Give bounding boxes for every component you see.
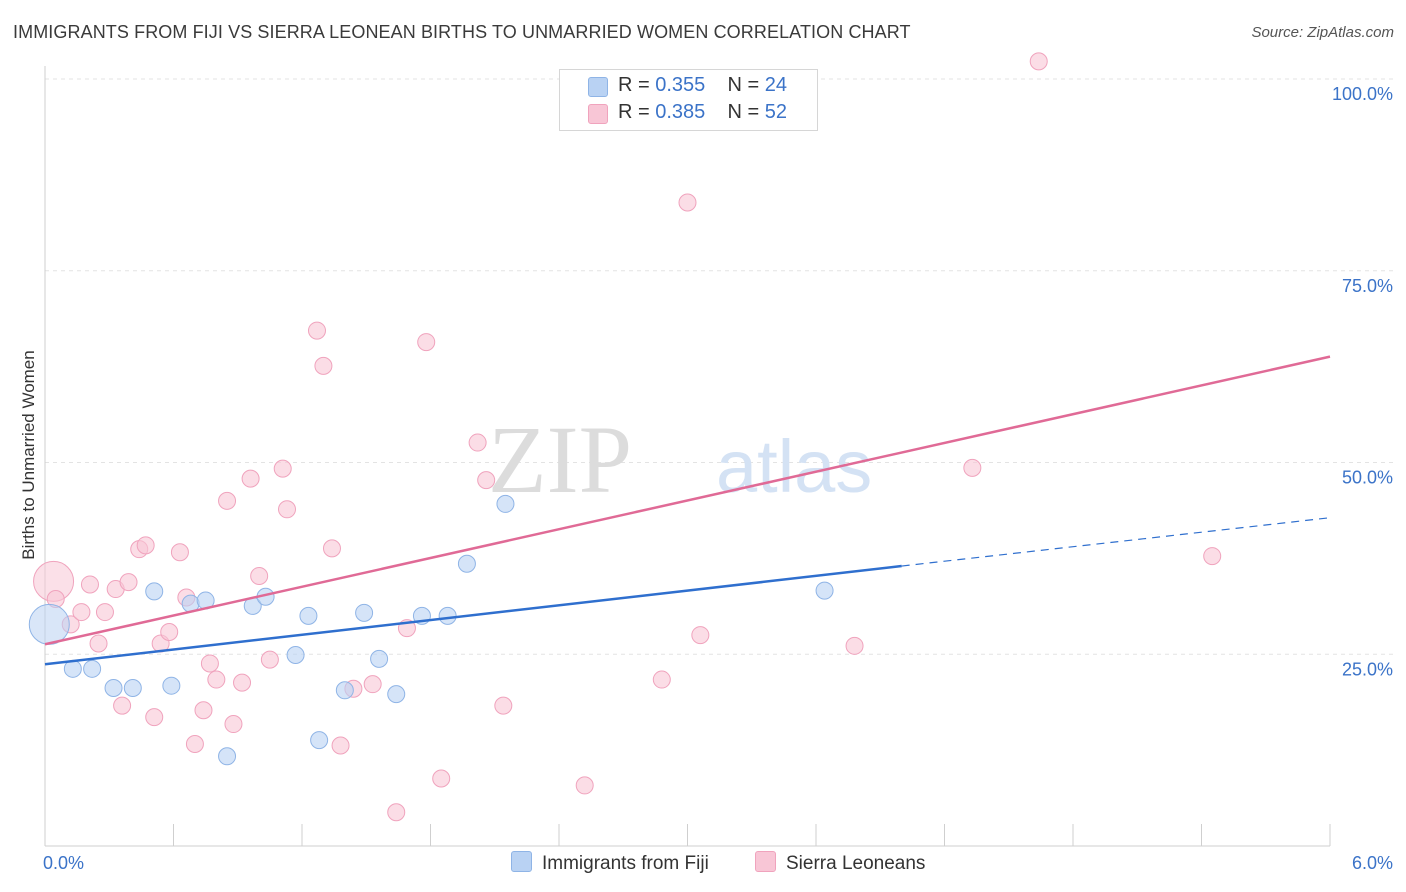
- legend-row-fiji: R = 0.355 N = 24: [560, 74, 817, 100]
- sierra-point-34: [363, 675, 382, 694]
- sierra-swatch: [588, 104, 608, 124]
- sierra-point-37: [417, 333, 436, 352]
- sierra-point-44: [678, 193, 697, 212]
- fiji-point-12: [286, 646, 305, 665]
- y-tick-label-1: 50.0%: [1342, 468, 1393, 488]
- sierra-point-31: [322, 539, 341, 558]
- sierra-leoneans-points: [33, 52, 1222, 822]
- sierra-point-8: [113, 696, 132, 715]
- sierra-point-41: [494, 696, 513, 715]
- correlation-legend: R = 0.355 N = 24 R = 0.385 N = 52: [559, 69, 818, 131]
- sierra-point-46: [691, 626, 710, 645]
- axes: [44, 66, 1331, 847]
- sierra-point-17: [185, 734, 204, 753]
- series-legend-fiji-label: Immigrants from Fiji: [542, 853, 709, 874]
- legend-sierra-text: R = 0.385 N = 52: [618, 101, 788, 123]
- y-tick-label-0: 25.0%: [1342, 659, 1393, 679]
- y-tick-label-3: 100.0%: [1332, 84, 1393, 104]
- fiji-point-21: [457, 554, 476, 573]
- tick-labels: 25.0% 50.0% 75.0% 100.0% 0.0% 6.0%: [43, 84, 1393, 873]
- sierra-point-42: [575, 776, 594, 795]
- legend-row-sierra: R = 0.385 N = 52: [560, 101, 817, 127]
- sierra-point-9: [119, 573, 138, 592]
- fiji-trend-line: [44, 564, 902, 666]
- y-tick-label-2: 75.0%: [1342, 276, 1393, 296]
- fiji-point-20: [438, 606, 457, 625]
- sierra-point-35: [387, 803, 406, 822]
- sierra-point-26: [260, 650, 279, 669]
- fiji-point-23: [815, 581, 834, 600]
- grid-lines: [45, 78, 1393, 655]
- sierra-point-29: [307, 321, 326, 340]
- trend-lines: [44, 355, 1331, 666]
- fiji-points: [28, 494, 834, 766]
- sierra-point-23: [233, 673, 252, 692]
- fiji-point-4: [123, 678, 142, 697]
- watermark-zip: ZIP: [488, 406, 632, 513]
- sierra-point-3: [72, 603, 91, 622]
- sierra-point-4: [80, 575, 99, 594]
- sierra-point-5: [89, 634, 108, 653]
- sierra-point-48: [963, 458, 982, 477]
- fiji-point-0: [28, 603, 70, 645]
- fiji-point-15: [335, 681, 354, 700]
- sierra-point-39: [468, 433, 487, 452]
- sierra-point-21: [218, 491, 237, 510]
- fiji-point-18: [387, 685, 406, 704]
- x-tick-label-0: 0.0%: [43, 853, 84, 873]
- sierra-point-25: [250, 567, 269, 586]
- fiji-point-5: [145, 582, 164, 601]
- series-legend-sierra-label: Sierra Leoneans: [786, 853, 926, 874]
- sierra-trend-line: [44, 355, 1331, 646]
- sierra-point-22: [224, 715, 243, 734]
- sierra-point-15: [170, 543, 189, 562]
- fiji-point-6: [162, 676, 181, 695]
- sierra-point-27: [273, 459, 292, 478]
- sierra-point-38: [432, 769, 451, 788]
- sierra-point-40: [477, 471, 496, 490]
- series-legend-sierra: Sierra Leoneans: [755, 851, 925, 875]
- fiji-point-22: [496, 494, 515, 513]
- sierra-r-value: 0.385: [655, 101, 706, 123]
- sierra-point-32: [331, 736, 350, 755]
- fiji-point-3: [104, 678, 123, 697]
- sierra-point-19: [200, 654, 219, 673]
- fiji-point-16: [355, 603, 374, 622]
- fiji-n-value: 24: [764, 74, 788, 96]
- sierra-point-12: [145, 708, 164, 727]
- watermark-atlas: atlas: [716, 425, 872, 508]
- fiji-point-17: [370, 649, 389, 668]
- series-legend-fiji-swatch: [511, 851, 532, 872]
- sierra-point-24: [241, 469, 260, 488]
- fiji-trend-extension: [901, 517, 1331, 567]
- legend-fiji-text: R = 0.355 N = 24: [618, 74, 788, 96]
- fiji-point-9: [218, 747, 237, 766]
- fiji-point-14: [310, 731, 329, 750]
- sierra-point-28: [278, 500, 297, 519]
- fiji-point-13: [299, 606, 318, 625]
- sierra-point-18: [194, 701, 213, 720]
- sierra-point-47: [845, 636, 864, 655]
- sierra-point-43: [652, 670, 671, 689]
- y-axis-label: Births to Unmarried Women: [19, 350, 38, 559]
- fiji-r-value: 0.355: [655, 74, 706, 96]
- sierra-point-14: [160, 623, 179, 642]
- x-tick-label-1: 6.0%: [1352, 853, 1393, 873]
- series-legend-sierra-swatch: [755, 851, 776, 872]
- sierra-point-11: [136, 536, 155, 555]
- sierra-point-50: [1203, 547, 1222, 566]
- fiji-swatch: [588, 77, 608, 97]
- sierra-n-value: 52: [764, 101, 788, 123]
- fiji-point-2: [83, 659, 102, 678]
- series-legend-fiji: Immigrants from Fiji: [511, 851, 709, 875]
- chart-title: IMMIGRANTS FROM FIJI VS SIERRA LEONEAN B…: [13, 22, 911, 42]
- sierra-point-6: [95, 603, 114, 622]
- sierra-point-20: [207, 670, 226, 689]
- source-label: Source: ZipAtlas.com: [1251, 24, 1394, 41]
- watermark: ZIP atlas: [488, 406, 872, 513]
- sierra-point-49: [1029, 52, 1048, 71]
- sierra-point-30: [314, 356, 333, 375]
